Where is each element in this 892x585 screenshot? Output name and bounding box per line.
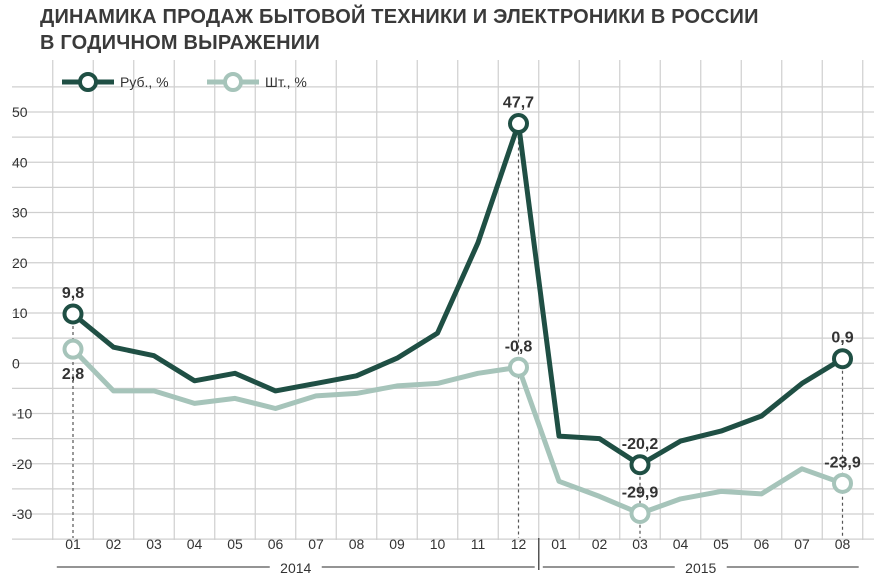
x-tick-label: 05: [227, 536, 243, 552]
y-tick-label: 20: [12, 255, 28, 271]
x-tick-label: 07: [794, 536, 810, 552]
data-point-marker: [508, 356, 529, 378]
x-tick-label: 02: [106, 536, 122, 552]
year-label: 2014: [280, 560, 311, 576]
x-tick-label: 05: [713, 536, 729, 552]
y-axis: 50 40 30 20 10 0 -10 -20 -30: [12, 104, 32, 522]
year-label: 2015: [685, 560, 716, 576]
chart-title-line-2: В ГОДИЧНОМ ВЫРАЖЕНИИ: [40, 32, 320, 54]
x-tick-label: 03: [146, 536, 162, 552]
series-lines: [70, 121, 845, 516]
chart-title-line-1: ДИНАМИКА ПРОДАЖ БЫТОВОЙ ТЕХНИКИ И ЭЛЕКТР…: [40, 6, 759, 28]
x-tick-label: 04: [187, 536, 203, 552]
data-point-marker: [629, 454, 651, 476]
data-point-marker: [629, 502, 651, 524]
x-tick-label: 06: [268, 536, 284, 552]
data-labels: 9,8 2,8 47,7 -0,8 -20,2 -29,9 0,9 -23,9: [62, 95, 861, 502]
x-tick-label: 01: [551, 536, 567, 552]
series-line-1: [70, 121, 845, 468]
y-tick-label: 50: [12, 104, 28, 120]
data-label: 47,7: [503, 95, 534, 112]
data-point-marker: [832, 348, 853, 370]
y-tick-label: -10: [12, 406, 32, 422]
x-tick-label: 06: [754, 536, 770, 552]
data-label: -23,9: [824, 454, 861, 471]
x-tick-label: 12: [511, 536, 527, 552]
legend-swatch-marker: [223, 72, 243, 92]
x-tick-label: 09: [389, 536, 405, 552]
legend-swatch-marker: [78, 72, 98, 92]
x-tick-label: 10: [430, 536, 446, 552]
point-markers: [62, 113, 853, 524]
x-tick-label: 11: [471, 536, 486, 552]
data-label: -0,8: [505, 338, 533, 355]
x-tick-label: 07: [308, 536, 324, 552]
data-label: 9,8: [62, 285, 84, 302]
legend: Руб., % Шт., %: [62, 72, 307, 92]
y-tick-label: -20: [12, 456, 32, 472]
data-point-marker: [62, 303, 84, 325]
data-label: -29,9: [622, 484, 659, 501]
x-tick-label: 01: [65, 536, 81, 552]
series-line-2: [70, 346, 845, 516]
x-tick-label: 08: [835, 536, 851, 552]
grid: [12, 60, 874, 540]
data-point-marker: [62, 338, 84, 360]
y-tick-label: 30: [12, 205, 28, 221]
y-tick-label: 0: [12, 355, 20, 371]
legend-label: Шт., %: [265, 74, 307, 90]
x-tick-label: 03: [632, 536, 648, 552]
x-tick-label: 04: [673, 536, 689, 552]
y-tick-label: -30: [12, 506, 32, 522]
y-tick-label: 40: [12, 154, 28, 170]
data-label: 2,8: [62, 366, 84, 383]
legend-label: Руб., %: [120, 74, 169, 90]
data-point-marker: [508, 113, 529, 135]
data-label: 0,9: [831, 330, 853, 347]
y-tick-label: 10: [12, 305, 28, 321]
x-tick-label: 08: [349, 536, 365, 552]
x-tick-label: 02: [592, 536, 608, 552]
data-point-marker: [832, 472, 853, 494]
chart-title: ДИНАМИКА ПРОДАЖ БЫТОВОЙ ТЕХНИКИ И ЭЛЕКТР…: [40, 4, 880, 56]
data-label: -20,2: [622, 436, 659, 453]
x-axis: 01 02 03 04 05 06 07 08 09 10 11 12 01 02 03 04 05 06 07 08…: [56, 536, 859, 576]
